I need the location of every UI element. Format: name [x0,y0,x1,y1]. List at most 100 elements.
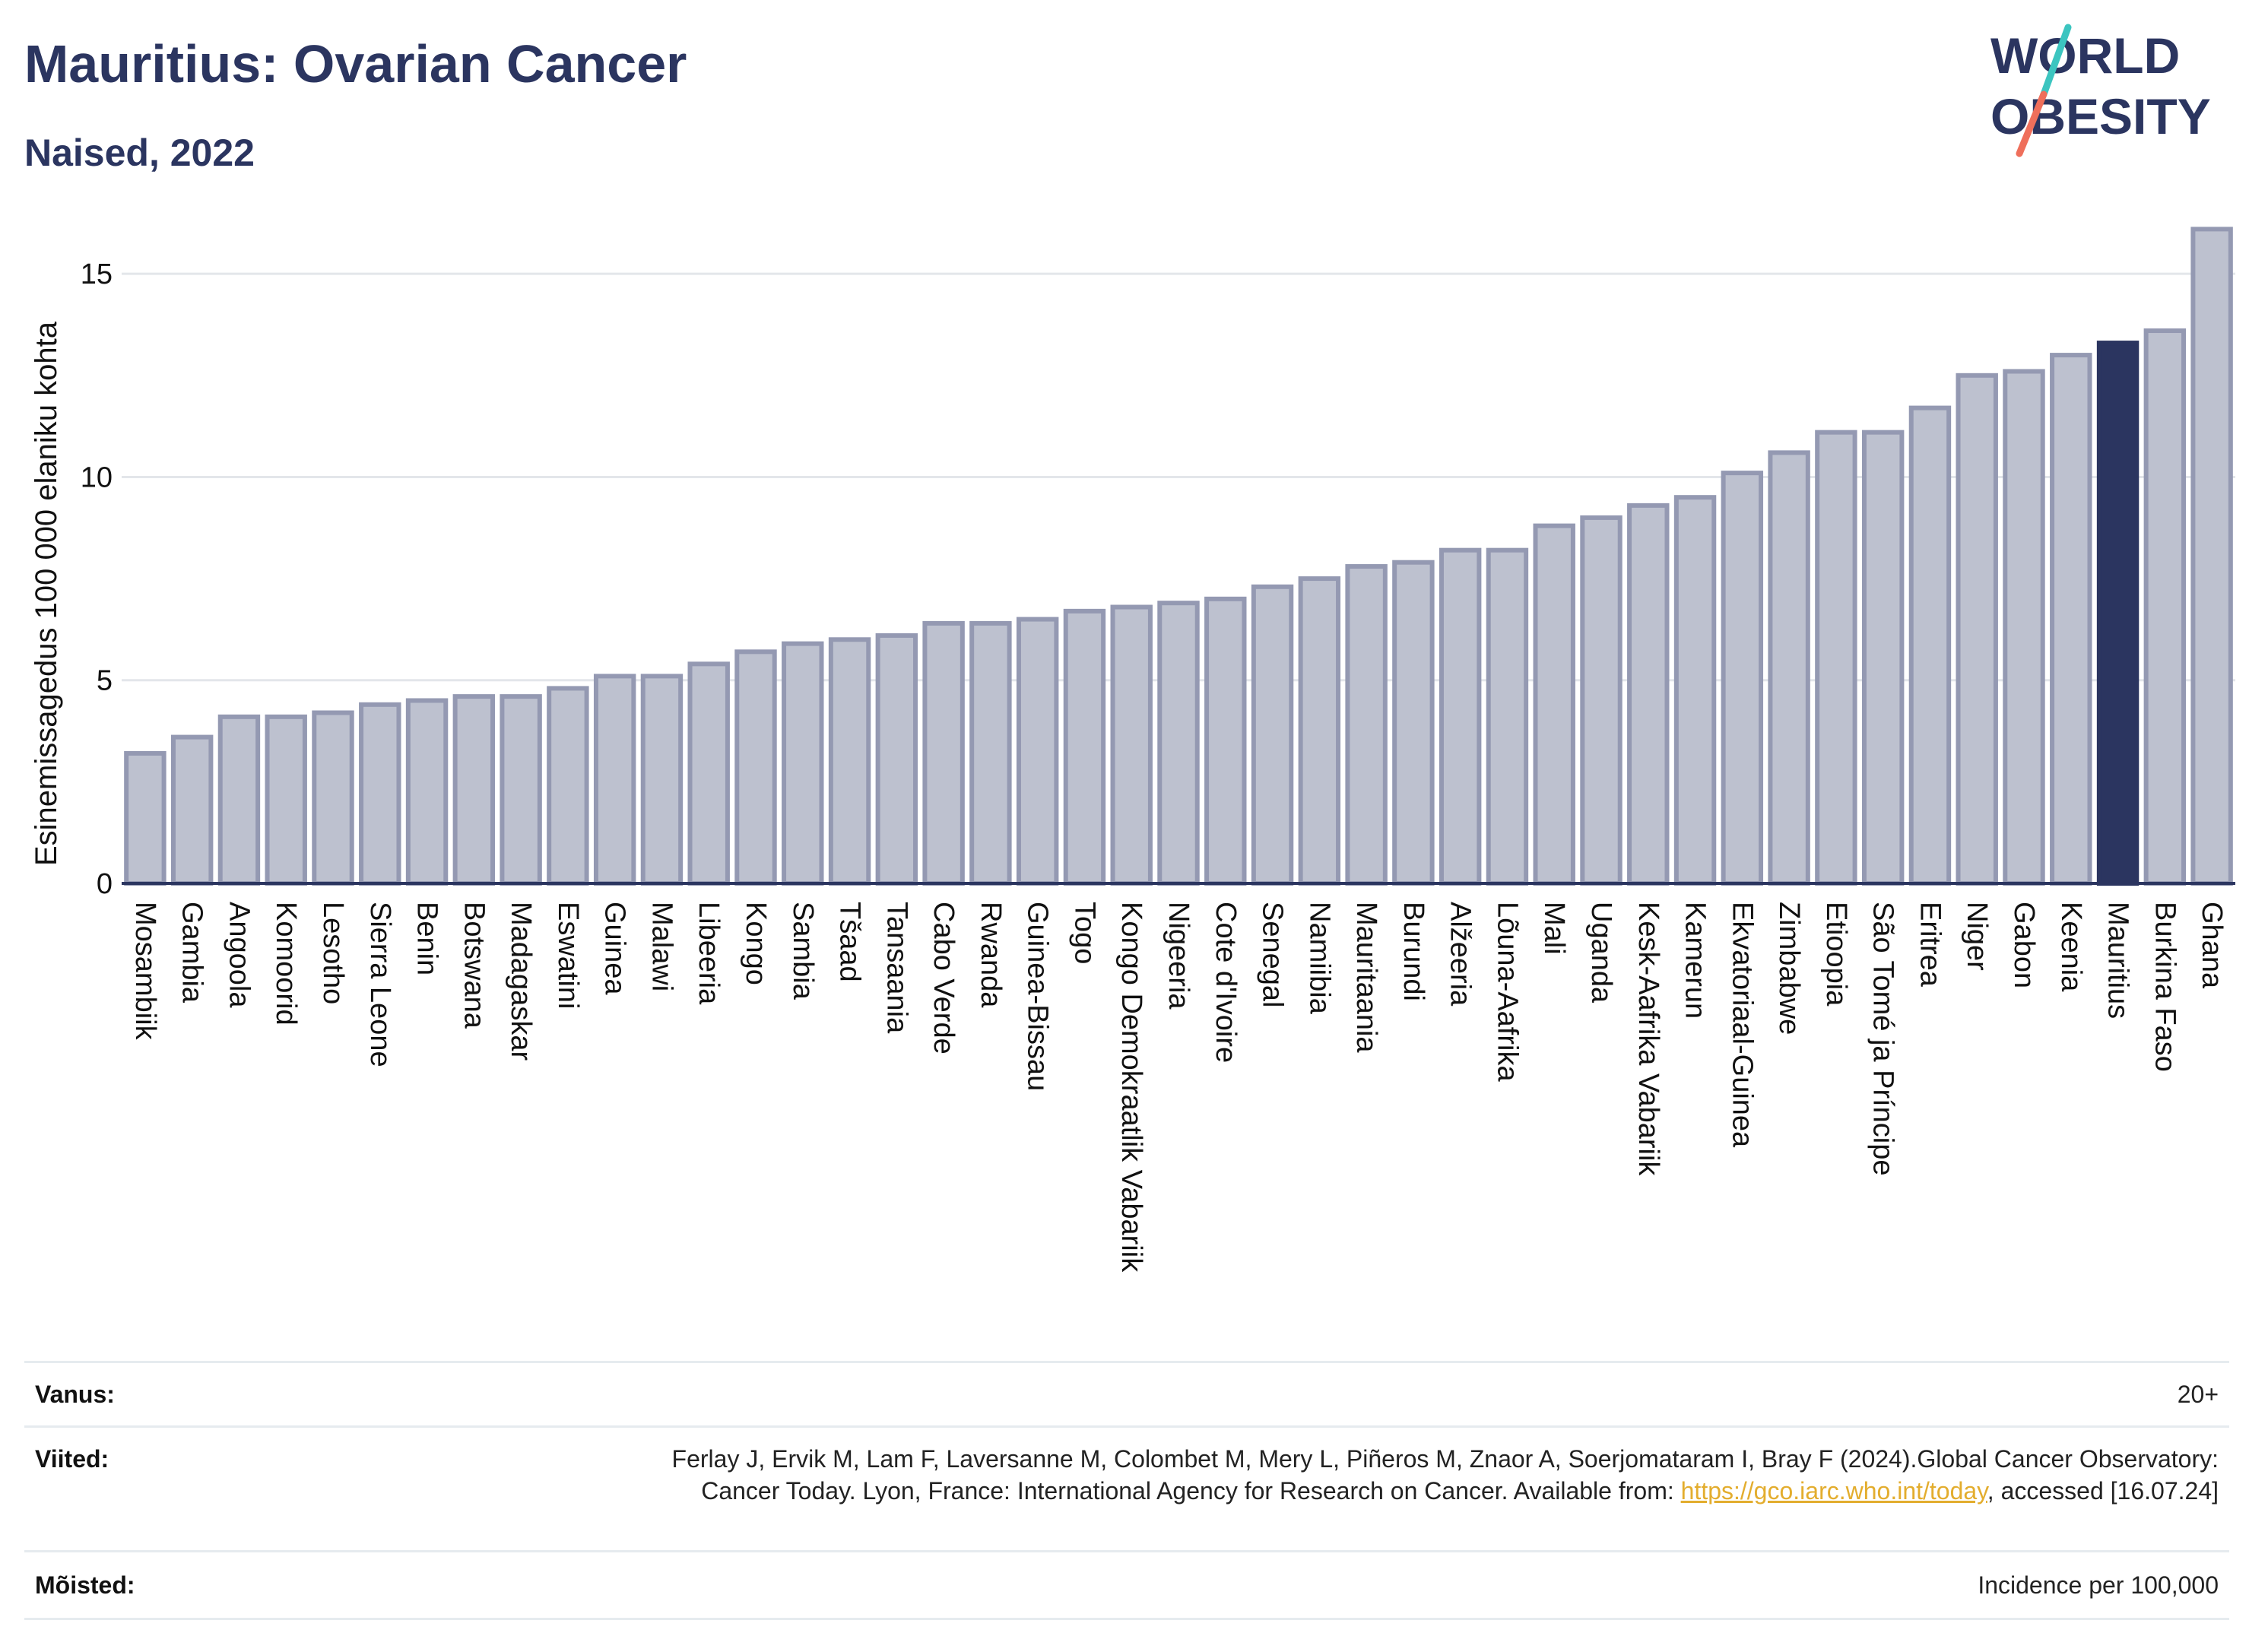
x-tick-label: Kesk-Aafrika Vabariik [1632,902,1664,1176]
bar [405,698,449,886]
bar [687,661,730,886]
bar [265,714,307,886]
y-tick-label: 15 [81,258,113,290]
bar [2003,369,2045,886]
footer-table: Vanus: 20+ Viited: Ferlay J, Ervik M, La… [24,1361,2229,1620]
x-tick-label: Cabo Verde [928,902,960,1054]
x-tick-label: Madagaskar [505,902,537,1061]
x-tick-label: São Tomé ja Príncipe [1867,902,1899,1176]
x-tick-label: Ekvatoriaal-Guinea [1726,902,1758,1148]
bars [124,227,2233,886]
x-tick-label: Mosambiik [129,902,161,1041]
bar [782,641,824,886]
x-tick-label: Nigeeria [1163,902,1194,1010]
bar [1110,604,1153,886]
x-tick-label: Ghana [2196,902,2228,989]
bar [312,710,354,886]
y-tick-label: 5 [97,665,113,697]
x-tick-label: Kamerun [1680,902,1711,1019]
x-tick-label: Gambia [176,902,208,1004]
x-tick-label: Etioopia [1820,902,1852,1007]
references-accessed: , accessed [16.07.24] [1987,1477,2219,1505]
bar [734,649,777,886]
x-tick-label: Mauritius [2102,902,2134,1019]
x-tick-label: Tšaad [834,902,866,982]
x-tick-label: Burundi [1397,902,1429,1001]
bar [2143,328,2187,886]
x-tick-label: Eswatini [552,902,584,1010]
page-title: Mauritius: Ovarian Cancer [24,34,687,94]
bar [2190,227,2233,886]
x-tick-label: Keenia [2055,902,2087,992]
bar [1016,617,1059,886]
bar [1439,547,1482,886]
y-axis-label: Esinemissagedus 100 000 elaniku kohta [30,321,63,866]
x-tick-label: Alžeeria [1445,902,1477,1007]
x-tick-label: Mali [1538,902,1570,955]
x-tick-label: Komoorid [270,902,302,1026]
y-tick-label: 0 [97,868,113,900]
x-tick-label: Botswana [458,902,490,1029]
x-tick-label: Libeeria [693,902,725,1005]
x-tick-label: Sierra Leone [364,902,396,1067]
x-tick-label: Benin [411,902,443,975]
bar [640,674,684,886]
bar-chart: 0 5 10 15 Mosambiik Gambia Angoola Komoorid Les… [30,227,2235,1273]
bar [1580,515,1623,886]
bar [500,694,542,886]
bar [1956,373,1998,886]
x-axis-labels: Mosambiik Gambia Angoola Komoorid Lesotho Sie… [129,902,2228,1273]
bar [1204,596,1247,886]
bar [547,686,589,886]
x-tick-label: Guinea-Bissau [1022,902,1054,1091]
bar [1298,576,1341,886]
x-tick-label: Sambia [787,902,819,1000]
bar [2050,353,2092,886]
bar [1063,608,1106,886]
bar [1392,560,1435,886]
bar [1486,547,1529,886]
bar [124,750,167,886]
x-tick-label: Cote d'Ivoire [1210,902,1242,1063]
bar [217,714,261,886]
x-tick-label: Lesotho [317,902,349,1004]
bar [828,637,871,886]
references-text: Ferlay J, Ervik M, Lam F, Laversanne M, … [622,1443,2219,1550]
age-value: 20+ [2177,1381,2219,1408]
bar [359,702,401,886]
x-tick-label: Rwanda [975,902,1007,1008]
bar [1768,450,1810,886]
x-tick-label: Uganda [1585,902,1617,1004]
bar [922,620,965,886]
bar [593,674,636,886]
y-axis-ticks: 0 5 10 15 [81,258,113,900]
logo-slash-teal [2040,24,2072,98]
references-label: Viited: [35,1445,109,1473]
bar [969,620,1012,886]
bar [1861,430,1905,886]
age-label: Vanus: [35,1380,115,1408]
references-citation: Ferlay J, Ervik M, Lam F, Laversanne M, … [671,1445,2219,1505]
page-subtitle: Naised, 2022 [24,132,255,174]
footer-row-references: Viited: Ferlay J, Ervik M, Lam F, Lavers… [24,1425,2229,1550]
bar [1627,503,1670,886]
x-tick-label: Tansaania [880,902,912,1034]
footer-row-definitions: Mõisted: Incidence per 100,000 [24,1550,2229,1620]
bar [1673,495,1717,886]
x-tick-label: Zimbabwe [1773,902,1805,1035]
x-tick-label: Gabon [2008,902,2040,988]
world-obesity-logo: WORLD OBESITY [1990,24,2211,157]
definitions-label: Mõisted: [35,1571,135,1599]
x-tick-label: Kongo [740,902,772,985]
references-link[interactable]: https://gco.iarc.who.int/today [1680,1477,1987,1505]
bar [1157,601,1200,886]
bar [1721,471,1764,886]
x-tick-label: Togo [1068,902,1100,964]
bar [1908,405,1952,886]
logo-text-world: WORLD [1990,27,2180,84]
x-tick-label: Malawi [646,902,677,991]
bar [170,734,214,886]
x-tick-label: Namiibia [1303,902,1335,1015]
bar [1533,523,1575,886]
x-tick-label: Eritrea [1914,902,1946,988]
